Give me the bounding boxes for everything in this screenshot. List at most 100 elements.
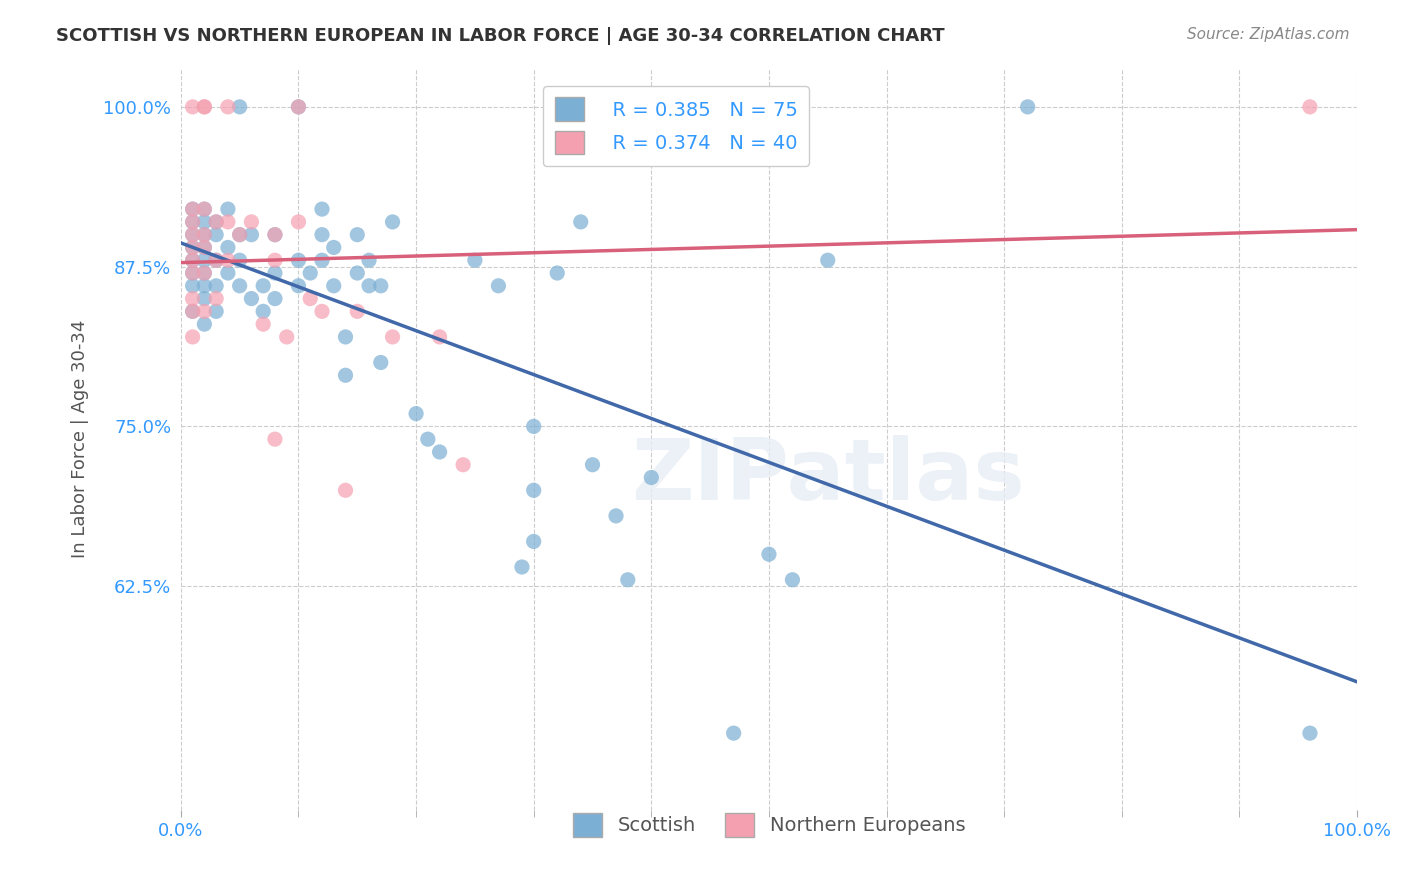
Scottish xyxy=(181,304,204,318)
Scottish xyxy=(523,419,546,434)
Northern Europeans xyxy=(311,304,333,318)
Scottish xyxy=(581,458,603,472)
Northern Europeans xyxy=(181,227,204,242)
Scottish xyxy=(357,278,380,293)
Scottish xyxy=(193,317,215,331)
Scottish xyxy=(193,266,215,280)
Scottish xyxy=(322,240,344,254)
Scottish xyxy=(193,240,215,254)
Scottish xyxy=(181,253,204,268)
Scottish xyxy=(240,227,263,242)
Scottish xyxy=(228,100,250,114)
Scottish xyxy=(346,266,368,280)
Northern Europeans xyxy=(451,458,474,472)
Scottish xyxy=(464,253,486,268)
Scottish xyxy=(228,227,250,242)
Northern Europeans xyxy=(181,215,204,229)
Scottish xyxy=(782,573,804,587)
Scottish xyxy=(193,227,215,242)
Northern Europeans xyxy=(335,483,357,498)
Northern Europeans xyxy=(181,330,204,344)
Scottish xyxy=(546,266,568,280)
Scottish xyxy=(181,227,204,242)
Scottish xyxy=(523,483,546,498)
Scottish xyxy=(299,266,322,280)
Northern Europeans xyxy=(217,253,239,268)
Northern Europeans xyxy=(381,330,404,344)
Northern Europeans xyxy=(264,227,287,242)
Scottish xyxy=(228,278,250,293)
Scottish xyxy=(193,292,215,306)
Scottish xyxy=(205,227,228,242)
Scottish xyxy=(416,432,439,446)
Scottish xyxy=(217,266,239,280)
Scottish xyxy=(605,508,627,523)
Northern Europeans xyxy=(240,215,263,229)
Scottish xyxy=(817,253,839,268)
Scottish xyxy=(181,240,204,254)
Y-axis label: In Labor Force | Age 30-34: In Labor Force | Age 30-34 xyxy=(72,320,89,558)
Northern Europeans xyxy=(181,240,204,254)
Scottish xyxy=(193,253,215,268)
Northern Europeans xyxy=(217,100,239,114)
Scottish xyxy=(217,240,239,254)
Scottish xyxy=(370,355,392,369)
Scottish xyxy=(205,304,228,318)
Scottish xyxy=(569,215,592,229)
Northern Europeans xyxy=(193,227,215,242)
Northern Europeans xyxy=(181,202,204,216)
Northern Europeans xyxy=(429,330,451,344)
Scottish xyxy=(205,253,228,268)
Northern Europeans xyxy=(276,330,298,344)
Scottish xyxy=(640,470,662,484)
Northern Europeans xyxy=(193,266,215,280)
Scottish xyxy=(264,292,287,306)
Northern Europeans xyxy=(205,253,228,268)
Scottish xyxy=(510,560,533,574)
Scottish xyxy=(240,292,263,306)
Scottish xyxy=(205,215,228,229)
Scottish xyxy=(322,278,344,293)
Northern Europeans xyxy=(252,317,274,331)
Scottish xyxy=(357,253,380,268)
Northern Europeans xyxy=(181,100,204,114)
Scottish xyxy=(193,202,215,216)
Northern Europeans xyxy=(181,304,204,318)
Text: Source: ZipAtlas.com: Source: ZipAtlas.com xyxy=(1187,27,1350,42)
Scottish xyxy=(758,547,780,561)
Scottish xyxy=(228,253,250,268)
Scottish xyxy=(287,278,309,293)
Northern Europeans xyxy=(228,227,250,242)
Scottish xyxy=(617,573,640,587)
Scottish xyxy=(486,278,509,293)
Scottish xyxy=(287,100,309,114)
Northern Europeans xyxy=(264,432,287,446)
Scottish xyxy=(1299,726,1322,740)
Northern Europeans xyxy=(287,100,309,114)
Scottish xyxy=(264,266,287,280)
Northern Europeans xyxy=(193,100,215,114)
Northern Europeans xyxy=(205,292,228,306)
Scottish xyxy=(311,227,333,242)
Northern Europeans xyxy=(287,215,309,229)
Scottish xyxy=(181,278,204,293)
Northern Europeans xyxy=(181,253,204,268)
Scottish xyxy=(311,253,333,268)
Scottish xyxy=(523,534,546,549)
Scottish xyxy=(311,202,333,216)
Scottish xyxy=(335,330,357,344)
Scottish xyxy=(429,445,451,459)
Scottish xyxy=(723,726,745,740)
Scottish xyxy=(205,278,228,293)
Text: ZIPatlas: ZIPatlas xyxy=(631,434,1025,517)
Northern Europeans xyxy=(193,304,215,318)
Scottish xyxy=(335,368,357,383)
Northern Europeans xyxy=(193,202,215,216)
Scottish xyxy=(264,227,287,242)
Scottish xyxy=(1017,100,1039,114)
Northern Europeans xyxy=(181,266,204,280)
Northern Europeans xyxy=(193,240,215,254)
Scottish xyxy=(252,278,274,293)
Scottish xyxy=(217,202,239,216)
Scottish xyxy=(287,253,309,268)
